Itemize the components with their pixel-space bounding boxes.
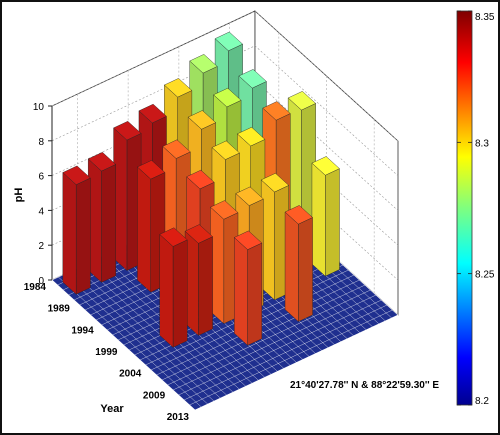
bar xyxy=(284,205,313,323)
bar-face-front xyxy=(325,168,340,277)
bar-face-top xyxy=(287,91,317,111)
floor-gridline xyxy=(161,284,366,381)
bar-face-front xyxy=(172,239,188,348)
z-axis-label: pH xyxy=(13,188,25,203)
year-tick-label: 1999 xyxy=(95,347,118,358)
colorbar-tick-label: 8.25 xyxy=(475,270,495,281)
bar-face-side xyxy=(137,166,151,293)
bar xyxy=(184,224,213,336)
bar-face-top xyxy=(213,87,242,108)
colorbar-tick-label: 8.35 xyxy=(475,12,495,23)
bar-face-front xyxy=(247,242,263,346)
bar xyxy=(113,121,142,271)
bar-face-top xyxy=(113,121,142,141)
wall-gridline xyxy=(51,10,399,142)
z-tick-label: 4 xyxy=(38,206,44,217)
bar-face-top xyxy=(62,165,91,185)
bar-face-top xyxy=(284,205,313,225)
bar-face-top xyxy=(138,103,167,124)
bar-face-top xyxy=(210,200,239,220)
colorbar-tick-label: 8.3 xyxy=(475,138,489,149)
bar-face-front xyxy=(101,164,116,283)
bar-face-side xyxy=(284,211,299,323)
bar-face-front xyxy=(75,177,91,295)
floor-gridline xyxy=(189,309,393,406)
colorbar-tick-label: 8.2 xyxy=(475,396,489,407)
bar-face-top xyxy=(163,78,193,98)
bar-face-top xyxy=(262,101,291,121)
colorbar xyxy=(456,10,473,406)
year-tick-label: 1989 xyxy=(48,304,71,315)
bar-face-top xyxy=(162,139,191,159)
bar-face-top xyxy=(214,31,243,52)
bar-face-side xyxy=(311,162,326,277)
year-tick-label: 2009 xyxy=(143,390,166,401)
z-tick-label: 0 xyxy=(38,276,44,287)
bar-face-top xyxy=(189,54,218,74)
bar xyxy=(311,156,340,277)
year-tick-label: 1984 xyxy=(24,282,47,293)
wall-gridline xyxy=(51,45,399,177)
bar xyxy=(159,227,188,348)
bar-face-top xyxy=(159,227,188,247)
bar-face-side xyxy=(234,237,248,346)
bar xyxy=(260,173,290,301)
year-tick-label: 2004 xyxy=(119,369,142,380)
z-axis-ticks: 0 2 4 6 8 10 xyxy=(33,102,52,287)
bar-face-side xyxy=(62,172,77,295)
bar-face-top xyxy=(87,152,117,172)
bar xyxy=(233,230,263,346)
floor-gridline xyxy=(172,294,377,391)
floor-gridline xyxy=(178,299,382,396)
bar-face-top xyxy=(260,173,290,193)
location-annotation: 21°40'27.78'' N & 88°22'59.30'' E xyxy=(290,380,439,391)
z-tick-label: 2 xyxy=(38,241,44,252)
bar-group xyxy=(62,31,340,348)
z-tick-label: 6 xyxy=(38,172,44,183)
bar-face-side xyxy=(159,233,174,348)
bar-face-top xyxy=(311,156,340,176)
bar xyxy=(62,165,91,295)
bar-face-top xyxy=(186,169,215,190)
colorbar-ticks: 8.35 8.3 8.25 8.2 xyxy=(457,10,495,407)
bar-face-front xyxy=(298,217,313,322)
bar-face-top xyxy=(238,69,267,89)
floor-gridline xyxy=(167,289,371,386)
bar-face-top xyxy=(235,186,264,206)
year-tick-label: 1994 xyxy=(71,325,94,336)
year-tick-label: 2013 xyxy=(167,412,190,423)
year-axis-label: Year xyxy=(100,403,124,415)
bar-face-top xyxy=(184,224,213,244)
bar xyxy=(210,200,239,325)
bar-face-top xyxy=(237,126,266,147)
z-tick-label: 8 xyxy=(38,137,44,148)
bar-face-front xyxy=(198,236,213,336)
bar-face-top xyxy=(211,140,240,160)
bar-face-top xyxy=(187,110,217,130)
bar-face-top xyxy=(137,160,166,180)
z-tick-label: 10 xyxy=(33,102,45,113)
bar-face-top xyxy=(233,230,263,250)
bar xyxy=(87,152,117,283)
floor-gridline xyxy=(183,304,388,401)
